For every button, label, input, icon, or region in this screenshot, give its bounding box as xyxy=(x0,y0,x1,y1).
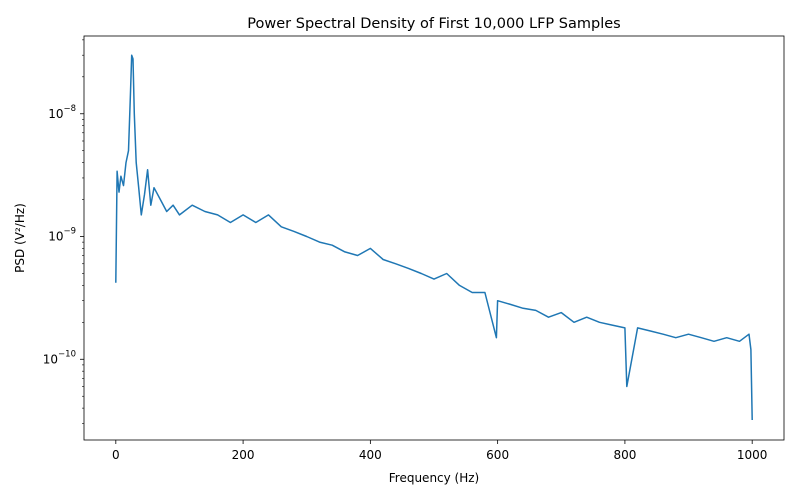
y-tick-label: 10−8 xyxy=(48,104,76,121)
y-axis-label: PSD (V²/Hz) xyxy=(13,203,27,273)
chart-title: Power Spectral Density of First 10,000 L… xyxy=(247,16,620,32)
x-tick-label: 600 xyxy=(486,448,509,462)
y-axis-ticks: 10−8 10−9 10−10 xyxy=(43,39,84,424)
x-axis-ticks: 0 200 400 600 800 1000 xyxy=(112,440,767,462)
y-tick-label: 10−9 xyxy=(48,227,76,244)
x-tick-label: 400 xyxy=(359,448,382,462)
psd-series-line xyxy=(115,54,753,421)
plot-area-frame xyxy=(83,35,785,441)
y-tick-label: 10−10 xyxy=(43,349,76,366)
x-tick-label: 800 xyxy=(613,448,636,462)
x-tick-label: 200 xyxy=(232,448,255,462)
x-axis-label: Frequency (Hz) xyxy=(389,471,480,485)
x-tick-label: 1000 xyxy=(737,448,768,462)
x-tick-label: 0 xyxy=(112,448,120,462)
